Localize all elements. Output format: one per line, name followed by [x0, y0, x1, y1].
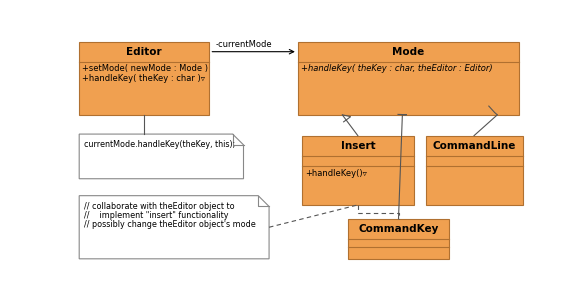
Text: // collaborate with theEditor object to: // collaborate with theEditor object to [84, 202, 234, 211]
Bar [426, 136, 523, 205]
Text: +handleKey()▿: +handleKey()▿ [305, 169, 367, 178]
Bar [298, 42, 519, 115]
Text: CommandLine: CommandLine [432, 141, 516, 151]
Text: Insert: Insert [340, 141, 375, 151]
Text: currentMode.handleKey(theKey, this);: currentMode.handleKey(theKey, this); [84, 140, 235, 149]
Text: CommandKey: CommandKey [359, 224, 439, 234]
Text: Mode: Mode [392, 47, 425, 57]
Polygon shape [79, 134, 244, 179]
Text: //    implement "insert" functionality: // implement "insert" functionality [84, 211, 228, 220]
Text: Editor: Editor [127, 47, 162, 57]
Text: +setMode( newMode : Mode ): +setMode( newMode : Mode ) [82, 64, 208, 73]
Polygon shape [79, 196, 269, 259]
Text: +handleKey( theKey : char, theEditor : Editor): +handleKey( theKey : char, theEditor : E… [301, 64, 492, 73]
Text: +handleKey( theKey : char )▿: +handleKey( theKey : char )▿ [82, 74, 206, 83]
Text: -currentMode: -currentMode [215, 40, 272, 49]
Bar [301, 136, 414, 205]
Bar [79, 42, 210, 115]
Text: // possibly change theEditor object's mode: // possibly change theEditor object's mo… [84, 220, 256, 229]
Bar [348, 219, 449, 259]
